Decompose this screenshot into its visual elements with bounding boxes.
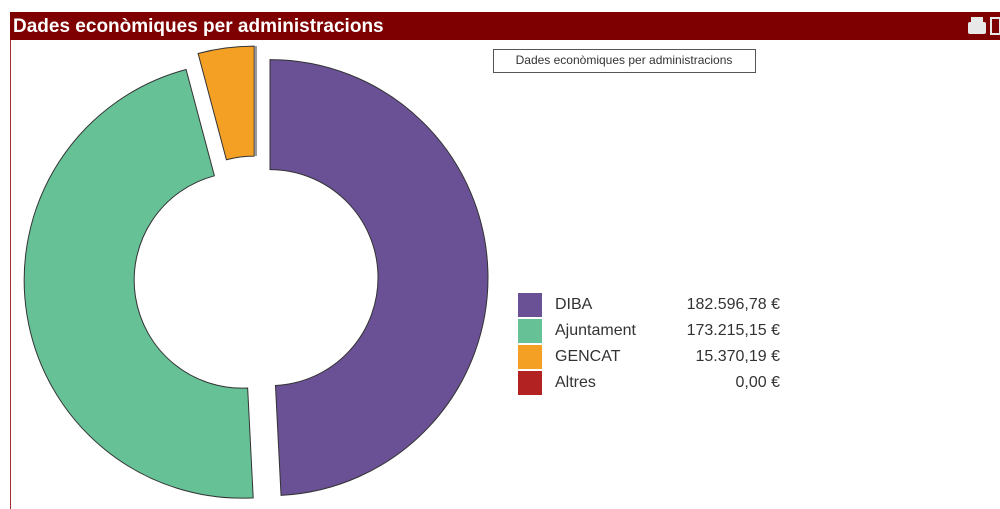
header-bar	[10, 12, 1000, 40]
legend-label: GENCAT	[555, 348, 621, 365]
chart-title: Dades econòmiques per administracions	[13, 16, 384, 37]
legend-swatch	[518, 345, 542, 369]
tooltip	[493, 49, 756, 73]
print-icon[interactable]	[968, 17, 1000, 35]
legend-swatch	[518, 371, 542, 395]
legend-label: DIBA	[555, 296, 593, 313]
donut-slice	[269, 59, 489, 496]
legend-swatch	[518, 319, 542, 343]
tooltip-text: Dades econòmiques per administracions	[516, 53, 733, 67]
legend-value: 0,00 €	[736, 374, 781, 391]
legend-value: 15.370,19 €	[695, 348, 780, 365]
legend-swatch	[518, 293, 542, 317]
donut-slice	[197, 45, 255, 161]
legend-value: 182.596,78 €	[687, 296, 781, 313]
legend-label: Altres	[555, 374, 596, 391]
legend-label: Ajuntament	[555, 322, 636, 339]
donut-slice	[23, 68, 254, 499]
legend-value: 173.215,15 €	[687, 322, 781, 339]
